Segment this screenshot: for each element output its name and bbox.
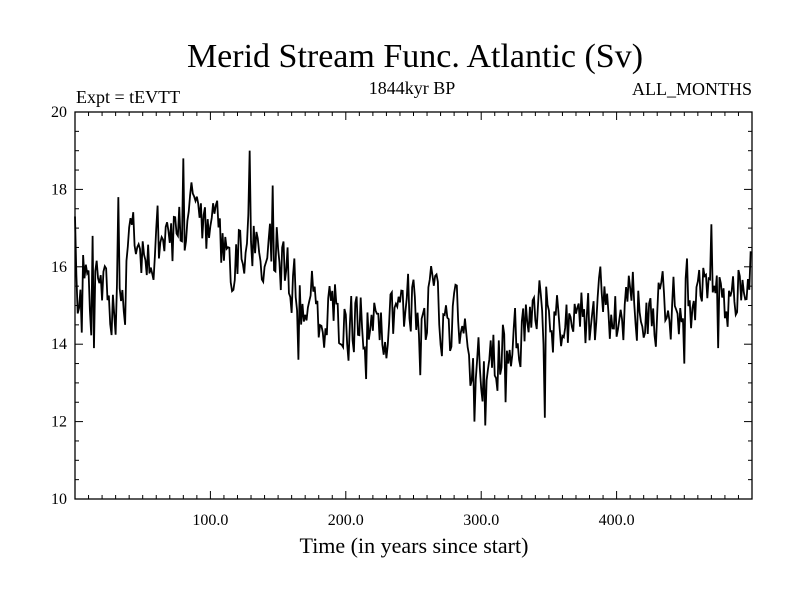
y-tick-label: 14	[51, 336, 67, 353]
chart-title: Merid Stream Func. Atlantic (Sv)	[187, 38, 643, 75]
x-axis-label: Time (in years since start)	[300, 533, 529, 558]
y-tick-label: 10	[51, 491, 67, 508]
series-group	[74, 150, 752, 426]
months-label: ALL_MONTHS	[632, 79, 752, 99]
x-tick-label: 200.0	[328, 512, 364, 529]
tick-labels: 100.0 200.0 300.0 400.0 10 12 14 16 18 20	[51, 104, 635, 529]
y-tick-label: 20	[51, 104, 67, 121]
y-tick-label: 12	[51, 414, 67, 431]
experiment-label: Expt = tEVTT	[76, 87, 180, 107]
x-tick-label: 100.0	[192, 512, 228, 529]
y-tick-label: 18	[51, 181, 67, 198]
y-tick-label: 16	[51, 259, 67, 276]
x-tick-label: 400.0	[599, 512, 635, 529]
period-label: 1844kyr BP	[369, 78, 456, 98]
x-tick-label: 300.0	[463, 512, 499, 529]
tick-marks	[75, 112, 752, 499]
series-line	[74, 150, 752, 426]
